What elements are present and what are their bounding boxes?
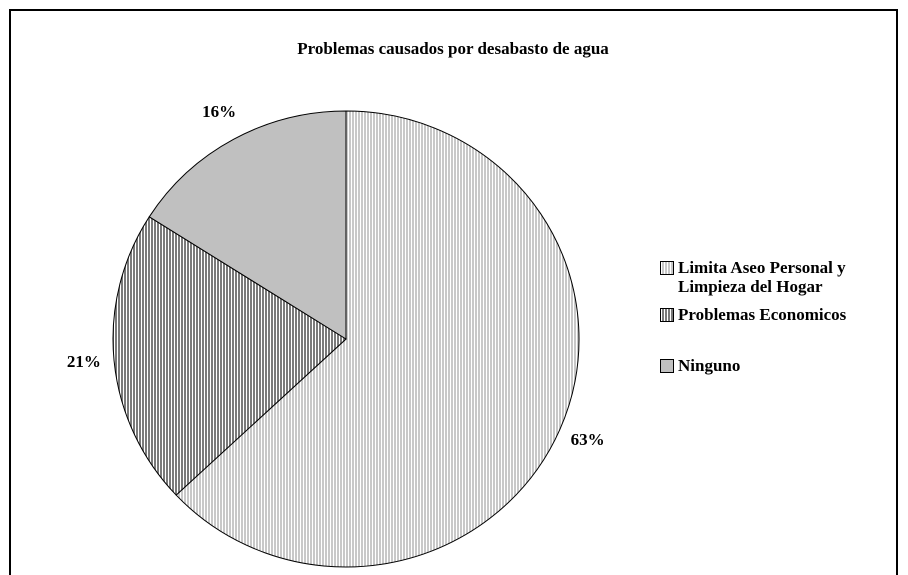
pie-slice <box>175 110 580 568</box>
legend-item: Problemas Economicos <box>660 305 900 324</box>
legend-swatch <box>660 308 674 322</box>
legend-swatch <box>660 359 674 373</box>
pie-slice <box>148 110 347 340</box>
legend-label: Problemas Economicos <box>678 305 847 324</box>
legend-label: Limita Aseo Personal y Limpieza del Hoga… <box>678 258 846 296</box>
pie-slice <box>112 216 347 496</box>
data-label: 16% <box>202 102 236 121</box>
legend-swatch <box>660 261 674 275</box>
legend-item: Limita Aseo Personal y Limpieza del Hoga… <box>660 258 900 296</box>
data-label: 21% <box>67 352 101 371</box>
data-label: 63% <box>571 430 605 449</box>
legend-item: Ninguno <box>660 356 900 375</box>
chart-title: Problemas causados por desabasto de agua <box>297 39 609 58</box>
legend-label: Ninguno <box>678 356 741 375</box>
